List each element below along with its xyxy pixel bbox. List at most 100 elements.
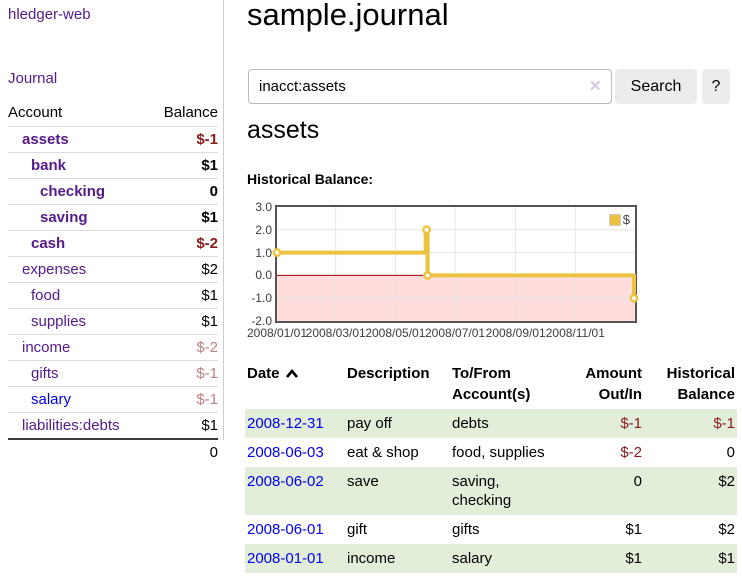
search-form: ✕ Search ? (248, 69, 742, 104)
sidebar-account-link[interactable]: income (22, 339, 71, 356)
transaction-amount: $1 (625, 550, 642, 567)
account-row: assets $-1 (8, 126, 218, 153)
sidebar-account-link[interactable]: saving (40, 209, 88, 226)
sidebar: hledger-web Journal Account Balance asse… (0, 0, 224, 461)
account-row: expenses $2 (8, 256, 218, 283)
chart-plot-svg (272, 207, 639, 321)
y-axis-tick-label: -2.0 (251, 314, 272, 328)
account-row: supplies $1 (8, 308, 218, 335)
register-header-balance: Historical Balance (666, 365, 735, 403)
sidebar-account-link[interactable]: gifts (31, 365, 59, 382)
y-axis-tick-label: 1.0 (255, 245, 272, 260)
sort-ascending-icon (285, 368, 298, 378)
accounts-header-account: Account (8, 104, 63, 121)
sidebar-account-link[interactable]: bank (31, 157, 67, 174)
register-header-description: Description (347, 365, 430, 382)
search-button[interactable]: Search (615, 69, 697, 104)
register-header-date[interactable]: Date (245, 363, 345, 409)
account-row: food $1 (8, 282, 218, 309)
transaction-accounts: saving, checking (452, 473, 512, 509)
transaction-date-link[interactable]: 2008-06-02 (247, 473, 324, 490)
sidebar-account-link[interactable]: cash (31, 235, 66, 252)
account-balance: $-2 (196, 339, 218, 356)
transaction-accounts: food, supplies (452, 444, 545, 461)
sidebar-account-link[interactable]: liabilities:debts (22, 417, 120, 434)
account-row: gifts $-1 (8, 360, 218, 387)
x-axis-tick-label: 2008/03/01 (305, 326, 366, 340)
main-content: sample.journal ✕ Search ? assets Histori… (245, 0, 742, 582)
sidebar-account-link[interactable]: expenses (22, 261, 87, 278)
x-axis-tick-label: 2008/09/01 (485, 326, 546, 340)
chart-legend: $ (608, 212, 630, 227)
account-balance: $1 (201, 417, 218, 434)
transaction-date-link[interactable]: 2008-06-01 (247, 521, 324, 538)
account-balance: $1 (201, 157, 218, 174)
register-table: Date Description To/From Account(s) Amou… (245, 363, 737, 573)
transaction-balance: $2 (718, 521, 735, 538)
transaction-date-link[interactable]: 2008-12-31 (247, 415, 324, 432)
help-button[interactable]: ? (702, 69, 730, 104)
register-row: 2008-06-01 gift gifts $1 $2 (245, 515, 737, 544)
y-axis-tick-label: -1.0 (251, 291, 272, 306)
account-balance: 0 (209, 183, 218, 200)
transaction-description: income (347, 550, 396, 567)
sidebar-item-journal[interactable]: Journal (8, 70, 58, 87)
sidebar-account-link[interactable]: food (31, 287, 61, 304)
register-row: 2008-06-02 save saving, checking 0 $2 (245, 467, 737, 515)
search-input[interactable] (248, 69, 612, 104)
register-header-row: Date Description To/From Account(s) Amou… (245, 363, 737, 409)
x-axis-tick-label: 2008/01/01 (246, 326, 308, 340)
register-table-body: 2008-12-31 pay off debts $-1 $-1 2008-06-03 ea… (245, 409, 737, 573)
account-row: income $-2 (8, 334, 218, 361)
transaction-description: save (347, 473, 379, 490)
accounts-total-value: 0 (209, 444, 218, 461)
account-heading: assets (247, 116, 320, 144)
accounts-table: Account Balance assets $-1 bank $1 checking 0… (8, 101, 218, 465)
y-axis-tick-label: 3.0 (255, 200, 272, 214)
register-row: 2008-06-03 eat & shop food, supplies $-2 0 (245, 438, 737, 467)
transaction-balance: $2 (718, 473, 735, 490)
legend-label: $ (622, 212, 630, 227)
transaction-date-link[interactable]: 2008-06-03 (247, 444, 324, 461)
sidebar-account-link[interactable]: checking (40, 183, 106, 200)
accounts-total-row: 0 (8, 439, 218, 465)
chart-plot-area: $ (272, 205, 639, 323)
account-balance: $-1 (196, 365, 218, 382)
transaction-accounts: debts (452, 415, 489, 432)
transaction-amount: $1 (625, 521, 642, 538)
transaction-amount: $-1 (620, 415, 642, 432)
register-header-amount: Amount Out/In (585, 365, 642, 403)
x-axis-tick-label: 2008/05/01 (365, 326, 426, 340)
account-row: saving $1 (8, 204, 218, 231)
transaction-amount: 0 (633, 473, 642, 490)
account-balance: $-1 (196, 391, 218, 408)
chart-heading: Historical Balance: (247, 171, 374, 187)
register-header-date-label: Date (247, 365, 280, 382)
page-title: sample.journal (247, 0, 449, 32)
transaction-description: gift (347, 521, 368, 538)
sidebar-account-link[interactable]: supplies (31, 313, 87, 330)
register-row: 2008-12-31 pay off debts $-1 $-1 (245, 409, 737, 438)
account-row: liabilities:debts $1 (8, 412, 218, 440)
clear-search-icon[interactable]: ✕ (589, 78, 602, 95)
x-axis-tick-label: 2008/11/01 (545, 326, 605, 340)
legend-swatch (608, 213, 621, 226)
transaction-date-link[interactable]: 2008-01-01 (247, 550, 324, 567)
sidebar-account-link[interactable]: assets (22, 131, 69, 148)
transaction-accounts: salary (452, 550, 493, 567)
account-balance: $1 (201, 209, 218, 226)
sidebar-account-link[interactable]: salary (31, 391, 72, 408)
transaction-balance: $-1 (713, 415, 735, 432)
account-row: bank $1 (8, 152, 218, 179)
transaction-balance: 0 (726, 444, 735, 461)
y-axis-tick-label: 2.0 (255, 222, 272, 237)
accounts-header-balance: Balance (163, 104, 218, 121)
account-balance: $1 (201, 313, 218, 330)
account-row: salary $-1 (8, 386, 218, 413)
app-title-link[interactable]: hledger-web (8, 6, 91, 23)
account-balance: $-2 (196, 235, 218, 252)
account-balance: $2 (201, 261, 218, 278)
transaction-description: pay off (347, 415, 392, 432)
transaction-amount: $-2 (620, 444, 642, 461)
balance-chart: $ 3.0 2.0 1.0 0.0 -1.0 -2.0 2008/01/01 2008/03… (245, 198, 742, 344)
